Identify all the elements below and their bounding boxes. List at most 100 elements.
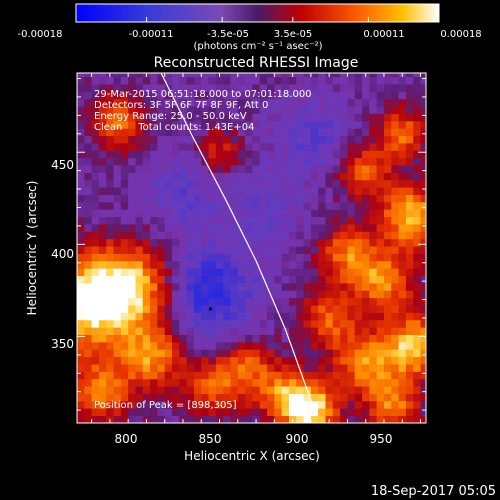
heatmap-cell	[245, 290, 253, 299]
heatmap-cell	[369, 312, 378, 321]
heatmap-cell	[340, 84, 348, 92]
heatmap-cell	[332, 201, 341, 210]
heatmap-cell	[369, 408, 378, 417]
x-tick-label-900: 900	[286, 432, 309, 446]
heatmap-cell	[325, 312, 334, 321]
heatmap-cell	[310, 73, 319, 78]
heatmap-cell	[193, 172, 202, 181]
heatmap-cell	[215, 364, 224, 372]
heatmap-cell	[77, 327, 85, 335]
heatmap-cell	[340, 143, 348, 151]
heatmap-cell	[208, 76, 217, 85]
heatmap-cell	[267, 216, 275, 225]
heatmap-cell	[164, 194, 173, 203]
heatmap-cell	[281, 106, 290, 114]
heatmap-cell	[135, 378, 144, 387]
heatmap-cell	[369, 106, 378, 114]
heatmap-cell	[274, 341, 283, 350]
heatmap-cell	[383, 113, 392, 122]
heatmap-cell	[142, 386, 151, 394]
heatmap-cell	[420, 113, 426, 122]
heatmap-cell	[288, 327, 297, 335]
heatmap-cell	[142, 378, 151, 387]
heatmap-cell	[347, 98, 356, 107]
heatmap-cell	[318, 187, 326, 195]
heatmap-cell	[135, 364, 144, 372]
heatmap-cell	[332, 371, 341, 380]
heatmap-cell	[98, 290, 107, 299]
heatmap-cell	[150, 73, 158, 78]
heatmap-cell	[340, 253, 348, 262]
heatmap-cell	[208, 157, 217, 166]
heatmap-cell	[237, 224, 246, 232]
heatmap-cell	[98, 415, 107, 423]
heatmap-cell	[281, 364, 290, 372]
heatmap-cell	[208, 246, 217, 254]
heatmap-cell	[84, 238, 93, 247]
heatmap-cell	[376, 364, 385, 372]
heatmap-cell	[179, 246, 188, 254]
heatmap-cell	[193, 246, 202, 254]
heatmap-cell	[398, 386, 407, 394]
heatmap-cell	[259, 128, 268, 137]
heatmap-cell	[77, 76, 85, 85]
heatmap-cell	[325, 143, 334, 151]
heatmap-cell	[84, 76, 93, 85]
heatmap-cell	[91, 253, 100, 262]
heatmap-cell	[405, 371, 414, 380]
heatmap-cell	[296, 120, 304, 129]
heatmap-cell	[77, 290, 85, 299]
heatmap-cell	[354, 76, 363, 85]
heatmap-cell	[186, 400, 195, 409]
heatmap-cell	[296, 172, 304, 181]
heatmap-cell	[362, 408, 370, 417]
heatmap-cell	[376, 120, 385, 129]
heatmap-cell	[245, 194, 253, 203]
heatmap-cell	[201, 400, 209, 409]
heatmap-cell	[215, 319, 224, 328]
heatmap-cell	[398, 283, 407, 291]
heatmap-cell	[142, 91, 151, 100]
heatmap-cell	[142, 143, 151, 151]
heatmap-cell	[142, 165, 151, 173]
heatmap-cell	[135, 231, 144, 240]
heatmap-cell	[245, 297, 253, 306]
heatmap-cell	[274, 327, 283, 335]
heatmap-cell	[252, 400, 261, 409]
heatmap-cell	[84, 341, 93, 350]
heatmap-cell	[172, 371, 180, 380]
heatmap-cell	[230, 371, 239, 380]
heatmap-cell	[201, 98, 209, 107]
heatmap-cell	[252, 231, 261, 240]
heatmap-cell	[106, 378, 114, 387]
heatmap-cell	[318, 224, 326, 232]
heatmap-cell	[245, 224, 253, 232]
heatmap-cell	[223, 128, 231, 137]
heatmap-cell	[267, 150, 275, 159]
heatmap-cell	[84, 224, 93, 232]
heatmap-cell	[383, 172, 392, 181]
heatmap-cell	[223, 91, 231, 100]
heatmap-cell	[318, 371, 326, 380]
heatmap-cell	[252, 393, 261, 402]
heatmap-cell	[376, 231, 385, 240]
heatmap-cell	[288, 349, 297, 358]
heatmap-cell	[164, 231, 173, 240]
heatmap-cell	[186, 297, 195, 306]
heatmap-cell	[383, 84, 392, 92]
heatmap-cell	[376, 224, 385, 232]
heatmap-cell	[354, 341, 363, 350]
heatmap-cell	[77, 150, 85, 159]
heatmap-cell	[405, 268, 414, 277]
heatmap-cell	[150, 349, 158, 358]
heatmap-cell	[201, 275, 209, 284]
heatmap-cell	[281, 76, 290, 85]
heatmap-cell	[98, 341, 107, 350]
heatmap-cell	[420, 371, 426, 380]
heatmap-cell	[354, 356, 363, 365]
heatmap-cell	[310, 386, 319, 394]
heatmap-cell	[150, 260, 158, 269]
heatmap-cell	[376, 238, 385, 247]
heatmap-cell	[413, 128, 421, 137]
heatmap-cell	[347, 268, 356, 277]
